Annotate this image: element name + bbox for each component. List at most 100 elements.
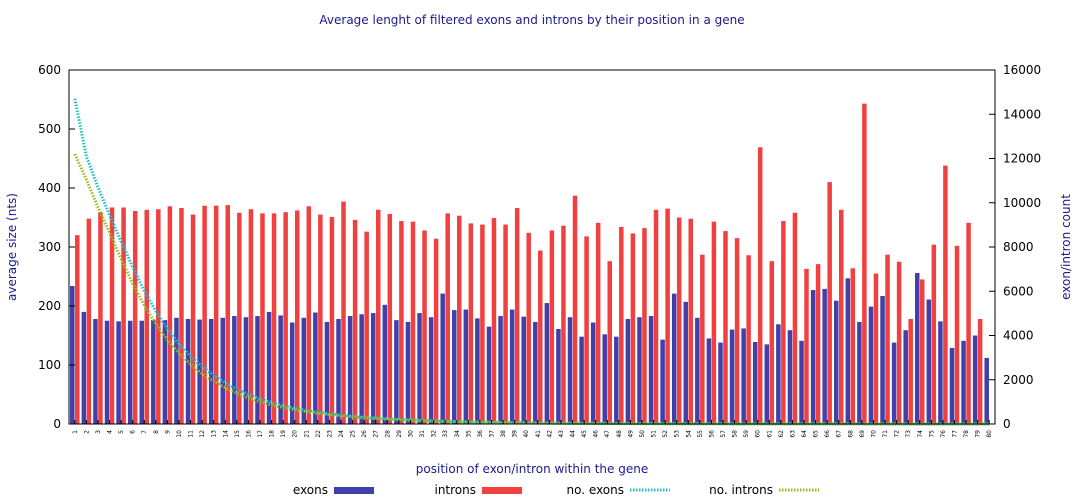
x-tick-label: 44	[570, 430, 577, 438]
x-tick-label: 25	[350, 430, 357, 438]
exon-bar	[70, 285, 75, 424]
intron-bar	[665, 208, 670, 424]
intron-bar	[341, 201, 346, 424]
exon-bar	[255, 316, 260, 424]
x-tick-label: 74	[917, 430, 924, 438]
exon-bar	[185, 318, 191, 424]
exon-bar	[752, 341, 758, 424]
exon-bar	[833, 300, 839, 424]
exon-bar	[776, 324, 781, 424]
x-tick-label: 39	[512, 430, 519, 438]
intron-bar	[676, 217, 682, 424]
exon-bar	[590, 322, 596, 424]
x-tick-label: 79	[975, 430, 982, 438]
intron-bar	[920, 279, 925, 424]
legend-swatch	[334, 487, 374, 494]
exon-bar	[208, 318, 214, 424]
exon-bar	[648, 316, 654, 424]
exon-bar	[475, 318, 480, 424]
exon-bar	[683, 301, 689, 424]
intron-bar	[213, 205, 219, 424]
exon-bar	[139, 320, 144, 424]
exon-bar	[637, 317, 642, 424]
x-tick-label: 56	[708, 430, 715, 438]
x-tick-label: 67	[836, 430, 843, 438]
x-tick-label: 36	[477, 430, 484, 438]
x-tick-label: 78	[963, 430, 970, 438]
exon-bar	[845, 278, 851, 424]
x-tick-label: 55	[697, 430, 704, 438]
exon-bar	[799, 340, 804, 424]
intron-bar	[260, 213, 265, 424]
intron-bar	[202, 205, 207, 424]
intron-bar	[179, 208, 184, 424]
exon-bar	[405, 321, 411, 424]
x-tick-label: 65	[813, 430, 820, 438]
exon-bar	[764, 344, 770, 424]
intron-bar	[364, 231, 369, 424]
x-tick-label: 21	[303, 430, 310, 438]
exon-bar	[116, 321, 121, 424]
x-tick-label: 76	[940, 430, 947, 438]
x-tick-label: 66	[824, 430, 831, 438]
exon-bar	[289, 322, 295, 424]
exon-bar	[428, 317, 434, 424]
intron-bar	[711, 221, 717, 424]
intron-bar	[607, 261, 612, 424]
intron-bar	[873, 273, 879, 424]
intron-bar	[966, 222, 971, 424]
x-tick-label: 53	[674, 430, 681, 438]
intron-bar	[271, 213, 277, 424]
intron-bar	[491, 218, 497, 424]
intron-bar	[526, 232, 531, 424]
intron-bar	[700, 254, 705, 424]
x-tick-label: 3	[95, 430, 102, 434]
intron-bar	[746, 255, 751, 424]
x-tick-label: 27	[373, 430, 380, 438]
exon-bar	[162, 320, 168, 424]
exon-bar	[984, 357, 989, 424]
exon-bar	[544, 303, 550, 424]
x-tick-label: 6	[130, 430, 137, 434]
exon-bar	[324, 321, 330, 424]
intron-bar	[399, 221, 404, 424]
x-tick-label: 15	[234, 430, 241, 438]
x-tick-label: 26	[361, 430, 368, 438]
exon-bar	[614, 336, 619, 424]
intron-bar	[410, 221, 416, 424]
exon-bar	[174, 317, 179, 424]
x-tick-label: 62	[778, 430, 785, 438]
x-tick-label: 63	[789, 430, 796, 438]
x-tick-label: 34	[454, 430, 461, 438]
y2-tick-label: 2000	[1003, 373, 1034, 387]
x-tick-label: 29	[396, 430, 403, 438]
exon-bar	[926, 299, 932, 424]
x-tick-label: 30	[407, 430, 414, 438]
exon-bar	[810, 290, 816, 424]
intron-bar	[433, 238, 439, 424]
y-axis-label: average size (nts)	[5, 193, 19, 301]
exon-bar	[949, 347, 955, 424]
exon-bar	[93, 318, 98, 424]
y2-tick-label: 16000	[1003, 63, 1041, 77]
y2-tick-label: 14000	[1003, 107, 1041, 121]
intron-bar	[225, 205, 231, 424]
intron-bar	[757, 147, 763, 425]
intron-bar	[595, 222, 601, 424]
x-tick-label: 5	[118, 430, 125, 434]
exon-bar	[602, 334, 607, 424]
intron-bar	[375, 209, 381, 424]
intron-bar	[75, 235, 80, 424]
exon-bar	[197, 319, 202, 424]
exon-bar	[463, 309, 469, 424]
y2-tick-label: 6000	[1003, 284, 1034, 298]
exon-bar	[880, 295, 885, 424]
x-tick-label: 47	[604, 430, 611, 438]
intron-bar	[630, 233, 636, 424]
x-tick-label: 43	[558, 430, 565, 438]
x-tick-label: 71	[882, 430, 889, 438]
legend-label: no. exons	[567, 483, 624, 497]
x-tick-label: 46	[593, 430, 600, 438]
y-tick-label: 200	[38, 299, 61, 313]
